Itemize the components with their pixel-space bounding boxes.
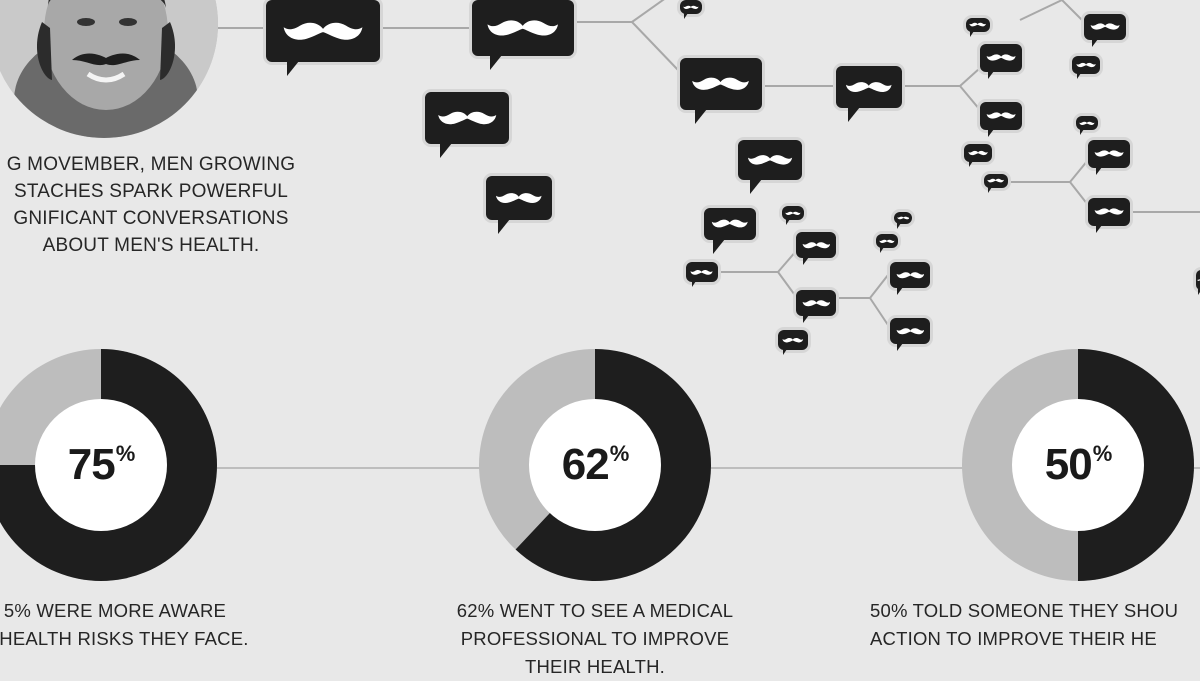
mustache-speech-bubble-icon — [778, 330, 808, 355]
mustache-speech-bubble-icon — [425, 92, 509, 158]
mustache-speech-bubble-icon — [984, 174, 1008, 193]
mustache-speech-bubble-icon — [486, 176, 552, 234]
mustache-speech-bubble-icon — [1196, 270, 1200, 295]
mustache-speech-bubble-icon — [266, 0, 380, 76]
stat-percent-3: 50% — [1044, 440, 1112, 489]
mustache-speech-bubble-icon — [782, 206, 804, 225]
stat-caption-2: 62% WENT TO SEE A MEDICAL PROFESSIONAL T… — [456, 600, 734, 677]
stat-donut-3: 50% — [961, 348, 1195, 582]
stat-donut-1: 75% — [0, 348, 218, 582]
mustache-speech-bubble-icon — [890, 262, 930, 295]
mustache-speech-bubble-icon — [1088, 140, 1130, 175]
mustache-speech-bubble-icon — [1088, 198, 1130, 233]
mustache-speech-bubble-icon — [1076, 116, 1098, 135]
mustache-speech-bubble-icon — [1072, 56, 1100, 79]
stat-percent-1: 75% — [67, 440, 135, 489]
donut-hole — [35, 399, 167, 531]
mustache-speech-bubble-icon — [964, 144, 992, 167]
donut-hole — [1012, 399, 1144, 531]
mustache-speech-bubble-icon — [836, 66, 902, 122]
stat-percent-2: 62% — [561, 440, 629, 489]
mustache-speech-bubble-icon — [686, 262, 718, 287]
mustache-speech-bubble-icon — [796, 232, 836, 265]
mustache-speech-bubble-icon — [876, 234, 898, 253]
mustache-speech-bubble-icon — [966, 18, 990, 37]
mustache-speech-bubble-icon — [796, 290, 836, 323]
intro-text: G MOVEMBER, MEN GROWING STACHES SPARK PO… — [6, 154, 296, 256]
stat-caption-1: 5% WERE MORE AWARE E HEALTH RISKS THEY F… — [0, 600, 249, 649]
mustache-speech-bubble-icon — [680, 58, 762, 124]
mustache-speech-bubble-icon — [894, 212, 912, 229]
mustache-speech-bubble-icon — [1084, 14, 1126, 47]
mustache-speech-bubble-icon — [738, 140, 802, 194]
donut-hole — [529, 399, 661, 531]
mustache-speech-bubble-icon — [472, 0, 574, 70]
mustache-speech-bubble-icon — [704, 208, 756, 254]
mustache-speech-bubble-icon — [680, 0, 702, 19]
stat-caption-3: 50% TOLD SOMEONE THEY SHOU ACTION TO IMP… — [870, 600, 1179, 649]
mustache-speech-bubble-icon — [890, 318, 930, 351]
mustache-speech-bubble-icon — [980, 44, 1022, 79]
stat-donut-2: 62% — [478, 348, 712, 582]
mustache-speech-bubble-icon — [980, 102, 1022, 137]
